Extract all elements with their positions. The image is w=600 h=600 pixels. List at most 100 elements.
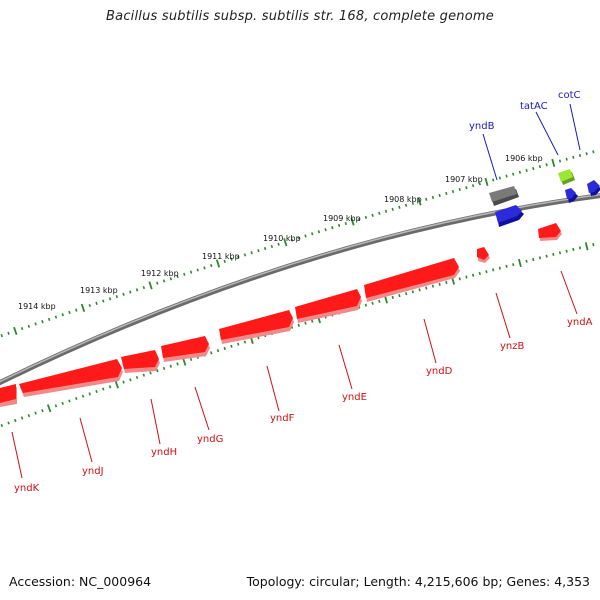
reverse-label-leaders [11, 270, 578, 479]
ruler-label: 1910 kbp [263, 234, 301, 243]
minor-tick [371, 301, 374, 305]
minor-tick [438, 282, 441, 286]
gene-yndH[interactable] [121, 350, 159, 369]
minor-tick [592, 243, 595, 247]
minor-tick [364, 215, 368, 219]
gene-yndB-neighbor[interactable] [489, 186, 517, 202]
minor-tick [445, 280, 448, 285]
minor-tick [331, 226, 334, 230]
minor-tick [189, 270, 193, 274]
ruler-label: 1909 kbp [323, 214, 361, 223]
minor-tick [324, 228, 327, 232]
minor-tick [20, 327, 24, 331]
gene-yndB[interactable] [495, 205, 522, 223]
minor-tick [135, 288, 139, 292]
minor-tick [411, 201, 414, 205]
minor-tick [532, 166, 535, 171]
gene-yndE[interactable] [295, 289, 361, 319]
minor-tick [95, 301, 98, 305]
minor-tick [337, 223, 341, 228]
minor-tick [592, 150, 595, 154]
minor-tick [149, 371, 152, 375]
major-tick [283, 238, 288, 247]
minor-tick [34, 411, 37, 415]
label-yndD: yndD [426, 366, 453, 377]
minor-tick [75, 308, 78, 312]
gene-yndF[interactable] [219, 310, 293, 340]
minor-tick [485, 270, 488, 274]
minor-tick [498, 266, 501, 270]
gene-cotC[interactable] [587, 180, 600, 193]
minor-tick [230, 257, 233, 261]
ruler-label: 1914 kbp [18, 302, 56, 311]
minor-tick [565, 249, 568, 253]
gene-yndK[interactable] [0, 384, 16, 403]
minor-tick [425, 286, 428, 290]
minor-tick [558, 159, 562, 163]
gene-yndG[interactable] [161, 336, 209, 358]
gene-cotC-neighbor[interactable] [565, 188, 576, 199]
minor-tick [230, 344, 233, 348]
minor-tick [108, 297, 112, 301]
minor-tick [538, 256, 542, 260]
gene-yndJ[interactable] [19, 359, 122, 393]
major-tick [417, 197, 422, 206]
minor-tick [88, 304, 91, 308]
minor-tick [61, 401, 64, 405]
minor-tick [237, 342, 240, 346]
minor-tick [54, 315, 58, 319]
minor-tick [142, 373, 146, 377]
minor-tick [0, 334, 3, 338]
forward-genes [489, 169, 600, 227]
major-tick [518, 258, 522, 268]
minor-tick [384, 209, 388, 213]
major-tick [551, 158, 556, 168]
major-tick [148, 281, 153, 290]
minor-tick [257, 249, 260, 253]
gene-yndD[interactable] [364, 258, 459, 298]
reverse-genes [0, 223, 562, 407]
minor-tick [297, 323, 300, 327]
minor-tick [277, 242, 280, 246]
minor-tick [20, 416, 24, 420]
minor-tick [532, 257, 535, 262]
minor-tick [565, 157, 568, 161]
label-yndG: yndG [197, 434, 223, 445]
minor-tick [405, 292, 408, 296]
label-yndA: yndA [567, 317, 593, 328]
minor-tick [512, 172, 515, 176]
genome-backbone-highlight [0, 193, 600, 383]
minor-tick [41, 409, 44, 413]
minor-tick [378, 211, 381, 215]
reverse-labels: yndA ynzB yndD yndE yndF yndG yndH yndJ … [14, 317, 593, 494]
minor-tick [41, 320, 44, 324]
gene-yndA[interactable] [538, 223, 561, 238]
forward-labels: yndB tatAC cotC [469, 90, 581, 132]
minor-tick [545, 254, 548, 258]
minor-tick [270, 244, 274, 248]
minor-tick [14, 418, 17, 423]
minor-tick [478, 271, 481, 276]
ruler-label: 1911 kbp [202, 252, 240, 261]
ruler-label: 1906 kbp [505, 154, 543, 163]
ruler-labels: 1914 kbp 1913 kbp 1912 kbp 1911 kbp 1910… [18, 154, 543, 311]
minor-tick [243, 340, 247, 344]
minor-tick [237, 255, 240, 259]
gene-tatAC[interactable] [558, 169, 573, 182]
gene-ynzB[interactable] [477, 247, 489, 260]
minor-tick [311, 232, 314, 236]
minor-tick [250, 251, 253, 255]
minor-tick [371, 213, 374, 217]
minor-tick [88, 392, 91, 396]
label-yndH: yndH [151, 447, 177, 458]
map-title: Bacillus subtilis subsp. subtilis str. 1… [106, 9, 494, 24]
minor-tick [142, 286, 146, 290]
minor-tick [27, 324, 31, 328]
minor-tick [34, 322, 37, 326]
major-tick [46, 404, 52, 413]
label-tatAC: tatAC [520, 101, 548, 112]
ruler-label: 1907 kbp [445, 175, 483, 184]
minor-tick [471, 184, 475, 188]
ruler-label: 1912 kbp [141, 269, 179, 278]
topology-label: Topology: circular; Length: 4,215,606 bp… [246, 574, 590, 589]
